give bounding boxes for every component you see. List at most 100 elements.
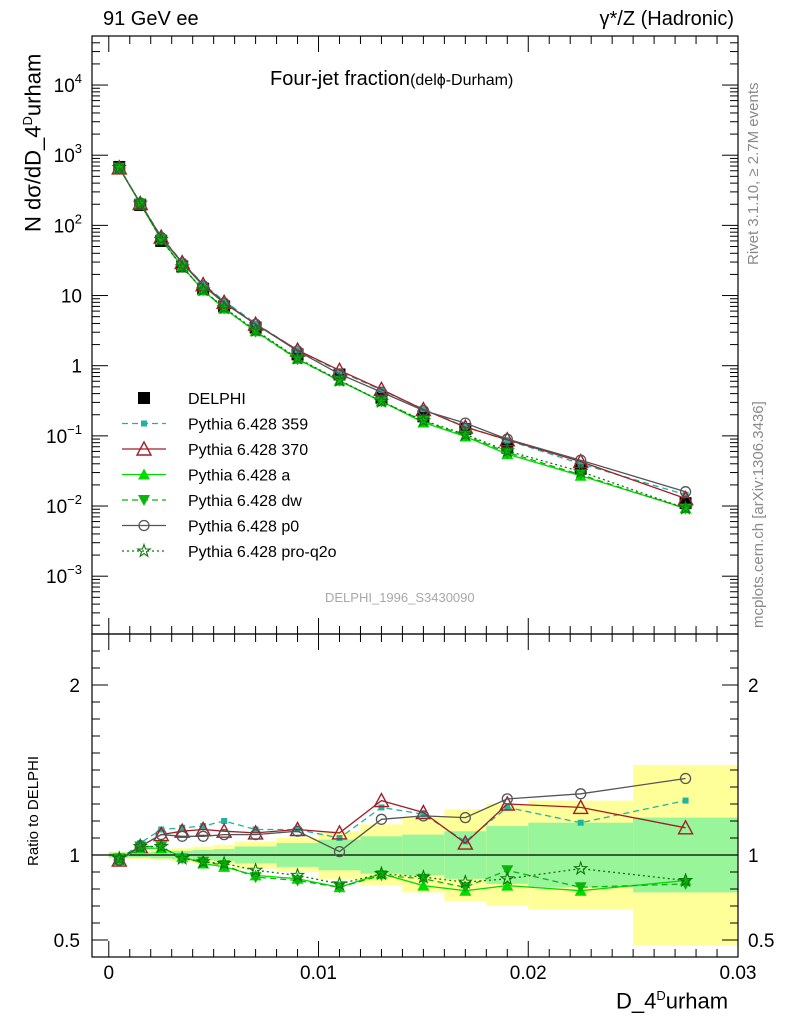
header-left-label: 91 GeV ee [103, 8, 199, 30]
y-tick-label: 1 [71, 357, 82, 378]
chart-title-text: Four-jet fraction [270, 68, 411, 90]
data-point [373, 393, 390, 408]
data-point [462, 838, 469, 845]
legend-label: Pythia 6.428 pro-q2o [188, 544, 337, 561]
y-tick-label: 102 [54, 211, 82, 237]
data-point [111, 851, 128, 867]
x-tick-label: 0.01 [300, 963, 337, 984]
ratio-y-tick-label: 2 [69, 676, 80, 697]
x-tick-label: 0 [103, 963, 114, 984]
data-point [111, 159, 127, 175]
data-point [331, 824, 348, 840]
data-point [195, 853, 211, 869]
legend-label: DELPHI [188, 391, 246, 408]
data-point [138, 495, 150, 506]
data-point [136, 542, 152, 558]
data-point [176, 257, 188, 269]
data-point [336, 835, 343, 841]
watermark: DELPHI_1996_S3430090 [325, 590, 475, 605]
data-point [417, 810, 430, 822]
legend: DELPHI Pythia 6.428 359 Pythia 6.428 370 Py… [122, 391, 337, 561]
ratio-frame [91, 633, 739, 958]
data-point [679, 772, 692, 785]
data-point [575, 788, 587, 800]
axes: 0 0.01 0.02 0.03 10−3 10−2 10−1 1 10 102 103 104 0.5… [46, 35, 774, 984]
chart-title-suffix: (delϕ-Durham) [410, 72, 514, 89]
data-point [677, 500, 694, 515]
data-point [457, 426, 474, 441]
y-axis-label: N dσ/dD_4Durham [20, 53, 46, 232]
data-point [218, 828, 230, 841]
data-point [677, 872, 694, 888]
data-point [216, 299, 232, 315]
data-point [459, 811, 471, 824]
data-point [247, 862, 264, 877]
data-point [291, 354, 304, 366]
data-point [333, 845, 346, 858]
ratio-line [118, 777, 686, 861]
data-point [174, 258, 190, 274]
data-point [375, 813, 388, 825]
data-point [135, 440, 153, 456]
data-point [132, 838, 148, 854]
x-axis-label: D_4Durham [616, 988, 729, 1014]
data-point [373, 792, 390, 808]
data-point [501, 879, 514, 891]
header-right-label: γ*/Z (Hadronic) [599, 8, 734, 30]
data-point [132, 195, 148, 211]
ratio-y-tick-label-right: 0.5 [748, 931, 774, 952]
data-point [249, 318, 262, 330]
data-point [572, 463, 589, 479]
data-point [499, 442, 516, 458]
data-point [249, 326, 262, 338]
data-point [200, 823, 207, 830]
data-point [677, 819, 694, 835]
x-tick-label: 0.02 [510, 963, 547, 984]
data-point [216, 855, 232, 871]
data-point [577, 819, 584, 826]
data-point [247, 322, 264, 337]
legend-label: Pythia 6.428 370 [188, 442, 308, 459]
chart-title: Four-jet fraction(delϕ-Durham) [270, 68, 513, 91]
data-point [420, 811, 427, 818]
data-point [113, 162, 125, 174]
ratio-y-axis-label: Ratio to DELPHI [25, 755, 42, 866]
legend-label: Pythia 6.428 dw [188, 493, 302, 510]
data-point [378, 804, 385, 811]
data-point [572, 860, 589, 876]
legend-label: Pythia 6.428 359 [188, 417, 308, 434]
y-tick-label: 103 [54, 141, 82, 167]
data-point [572, 798, 589, 815]
source-label: mcplots.cern.ch [arXiv:1306.3436] [750, 401, 767, 628]
ratio-line [118, 799, 686, 861]
data-point [194, 821, 212, 837]
data-point [176, 830, 188, 842]
ratio-y-tick-label: 0.5 [54, 931, 80, 952]
data-point [336, 368, 343, 375]
data-point [197, 280, 209, 292]
series-line [118, 167, 686, 509]
data-point [249, 828, 262, 841]
data-point [153, 838, 169, 854]
data-point [415, 412, 432, 428]
data-point [138, 519, 150, 532]
data-point [331, 875, 348, 891]
data-point [457, 874, 474, 889]
ratio-panel [92, 772, 738, 896]
data-point [195, 281, 211, 297]
data-point [138, 392, 150, 404]
data-point [247, 824, 264, 840]
data-point [153, 231, 169, 247]
legend-label: Pythia 6.428 a [188, 468, 290, 485]
data-point [415, 868, 432, 884]
rivet-version-label: Rivet 3.1.10, ≥ 2.7M events [745, 82, 762, 266]
data-point [331, 372, 348, 387]
y-tick-label: 104 [54, 71, 82, 97]
data-point [289, 821, 306, 837]
data-point [499, 870, 516, 886]
data-point [333, 368, 346, 380]
y-tick-label: 10−2 [46, 492, 82, 518]
data-point [289, 350, 306, 365]
ratio-line [118, 845, 686, 888]
